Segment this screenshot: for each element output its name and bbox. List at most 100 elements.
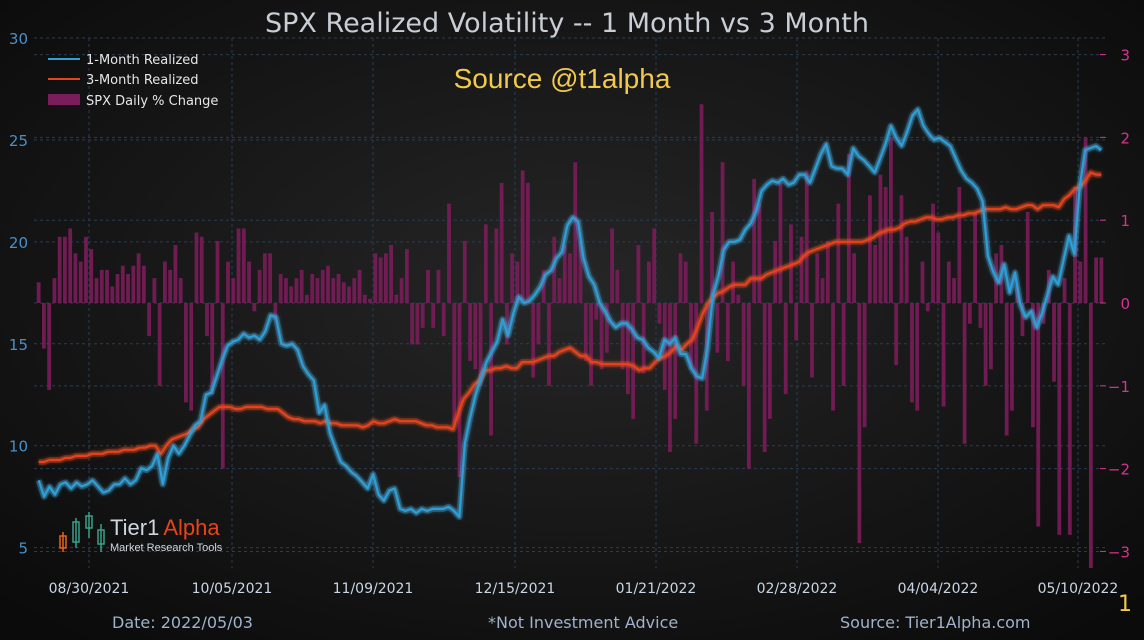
daily-change-bar [768,303,772,419]
daily-change-bar [1067,303,1072,535]
x-tick-label: 11/09/2021 [333,581,414,597]
daily-change-bar [536,303,541,345]
daily-change-bar [762,303,767,453]
daily-change-bar [273,303,278,320]
daily-change-bar [510,253,515,303]
daily-change-bar [615,269,620,304]
daily-change-bar [657,303,662,324]
x-tick-label: 05/10/2022 [1038,581,1119,597]
daily-change-bar [373,253,378,303]
left-tick-label: 10 [9,438,28,456]
daily-change-bar [1057,303,1062,535]
daily-change-bar [63,236,67,303]
daily-change-bar [715,303,720,353]
daily-change-bar [126,274,130,303]
right-tick-label: −2 [1108,461,1130,479]
daily-change-bar [641,303,646,374]
daily-change-bar [184,303,188,403]
daily-change-bar [47,303,52,390]
daily-change-bar [552,236,557,303]
left-tick-label: 20 [9,234,28,252]
x-tick-label: 10/05/2021 [192,581,273,597]
right-tick-label: −1 [1108,378,1130,396]
daily-change-bar [357,269,362,304]
x-tick-label: 12/15/2021 [475,581,556,597]
right-tick-label: 2 [1120,129,1130,147]
daily-change-bar [84,236,88,303]
daily-change-bar [1036,303,1041,527]
daily-change-bar [36,282,41,303]
daily-change-bar [441,303,446,337]
daily-change-bar [389,245,394,303]
daily-change-bar [336,274,341,303]
daily-change-bar [294,278,299,303]
daily-change-bar [320,269,325,304]
daily-change-bar [836,203,841,304]
candlestick-icon [59,512,105,552]
daily-change-bar [299,269,304,304]
daily-change-bar [457,303,462,477]
daily-change-bar [73,253,78,303]
daily-change-bar [720,162,725,303]
daily-change-bar [967,303,972,324]
daily-change-bar [562,245,567,303]
daily-change-bar [894,303,899,366]
daily-change-bar [1031,303,1035,428]
daily-change-bar [946,261,951,303]
daily-change-bar [683,261,688,303]
daily-change-bar [78,261,83,303]
right-tick-label: 0 [1120,295,1130,313]
daily-change-bar [199,236,204,303]
daily-change-bar [120,265,125,303]
page-number: 1 [1118,592,1132,617]
daily-change-bar [731,261,735,303]
daily-change-bar [252,303,257,312]
daily-change-bar [262,253,267,303]
daily-change-bar [173,245,178,303]
daily-change-bar [746,303,751,469]
daily-change-bar [305,294,309,303]
daily-change-bar [268,253,273,303]
left-tick-label: 25 [9,132,28,150]
x-tick-label: 01/21/2022 [616,581,697,597]
daily-change-bar [99,269,104,304]
daily-change-bar [757,203,762,304]
left-tick-label: 15 [9,336,28,354]
daily-change-bar [557,278,562,303]
daily-change-bar [831,303,835,411]
chart-legend: 1-Month Realized 3-Month Realized SPX Da… [48,53,218,109]
x-axis-ticks: 08/30/2021 10/05/2021 11/09/2021 12/15/2021… [49,581,1119,597]
daily-change-bar [89,249,94,303]
daily-change-bar [578,240,583,303]
daily-change-bar [399,278,404,303]
daily-change-bar [973,211,977,303]
daily-change-bar [547,303,551,386]
daily-change-bar [526,182,530,303]
daily-change-bar [815,253,820,303]
daily-change-bar [499,182,504,303]
daily-change-bar [1099,257,1104,303]
daily-change-bar [983,303,988,386]
daily-change-bar [436,269,441,304]
daily-change-bar [478,303,483,386]
daily-change-bar [694,303,699,444]
daily-change-bar [878,174,883,303]
daily-change-bar [410,303,415,345]
daily-change-bar [1062,278,1067,303]
daily-change-bar [904,236,909,303]
daily-change-bar [105,269,109,304]
daily-change-bar [178,278,183,303]
daily-change-bar [189,303,194,411]
daily-change-bar [94,278,99,303]
daily-change-bar [520,170,525,303]
daily-change-bar [468,303,472,361]
daily-change-bar [447,203,451,304]
daily-change-bar [862,303,867,428]
daily-change-bar [378,257,383,303]
daily-change-bar [783,303,788,395]
daily-change-bar [673,303,678,419]
daily-change-bar [1025,211,1030,303]
daily-change-bar [583,303,588,361]
logo-name-part2: Alpha [163,515,220,540]
